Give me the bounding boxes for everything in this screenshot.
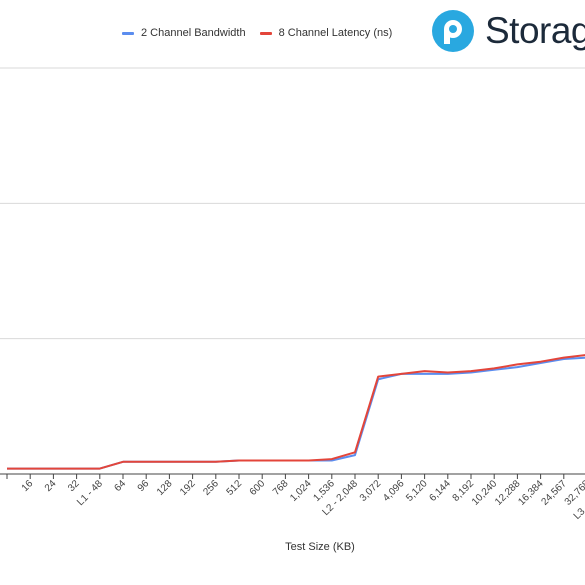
legend-swatch-bandwidth [122, 31, 134, 35]
x-tick-label: 24 [43, 478, 59, 494]
x-tick-label: 96 [136, 478, 152, 494]
x-tick-label: 5,120 [404, 478, 430, 504]
x-tick-label: 3,072 [358, 478, 384, 504]
legend-item-latency[interactable]: 8 Channel Latency (ns) [259, 27, 393, 39]
x-tick-label: 256 [201, 478, 221, 498]
x-tick-label: 4,096 [381, 478, 407, 504]
gridlines [0, 67, 585, 340]
logo-text: Storag [485, 10, 585, 51]
x-tick-label: 1,024 [288, 478, 314, 504]
x-tick-label: 16 [20, 478, 36, 494]
x-tick-label: 192 [178, 478, 198, 498]
series-lines [7, 354, 585, 470]
x-tick-label: 512 [225, 478, 245, 498]
x-tick-label: L1 - 48 [75, 478, 105, 508]
legend-label-bandwidth: 2 Channel Bandwidth [141, 27, 246, 39]
x-axis-title: Test Size (KB) [285, 541, 355, 553]
legend-swatch-latency [259, 31, 272, 35]
series-line-latency [7, 354, 585, 470]
x-tick-label: 6,144 [427, 478, 453, 504]
x-tick-label: 32 [66, 478, 82, 494]
legend: 2 Channel Bandwidth 8 Channel Latency (n… [122, 27, 392, 39]
x-tick-label: 128 [155, 478, 175, 498]
x-tick-label: 600 [248, 478, 268, 498]
logo-icon [432, 10, 474, 52]
storagereview-logo: Storag [431, 9, 585, 53]
legend-item-bandwidth[interactable]: 2 Channel Bandwidth [122, 27, 246, 39]
series-line-bandwidth [7, 356, 585, 470]
legend-label-latency: 8 Channel Latency (ns) [278, 27, 393, 39]
x-tick-label: 768 [271, 478, 291, 498]
x-tick-label: 64 [112, 478, 128, 494]
